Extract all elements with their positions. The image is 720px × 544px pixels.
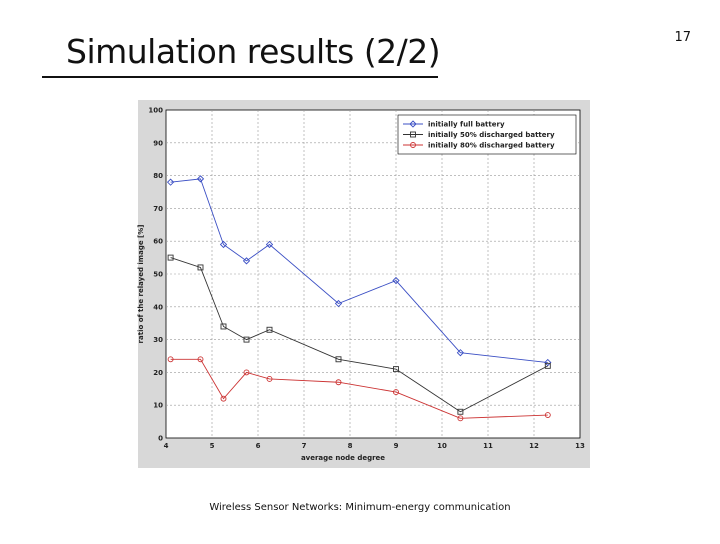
slide-title: Simulation results (2/2): [66, 32, 441, 71]
x-tick-label: 12: [529, 442, 539, 450]
y-tick-label: 40: [153, 303, 163, 311]
data-point-series-3: [243, 369, 250, 376]
plot-area: [165, 109, 581, 439]
legend-label-2: initially 50% discharged battery: [428, 131, 555, 139]
y-tick-label: 80: [153, 172, 163, 180]
data-point-series-3: [197, 356, 204, 363]
data-point-series-1: [166, 178, 175, 186]
data-point-series-2: [335, 356, 342, 363]
y-tick-label: 10: [153, 402, 163, 410]
y-tick-label: 100: [148, 107, 163, 115]
x-tick-label: 10: [437, 442, 447, 450]
x-tick-label: 4: [164, 442, 169, 450]
data-point-series-3: [167, 356, 174, 363]
x-tick-label: 13: [575, 442, 585, 450]
x-tick-label: 7: [302, 442, 307, 450]
data-point-series-1: [392, 276, 400, 285]
series-line-3: [170, 358, 548, 419]
data-point-series-2: [393, 366, 399, 373]
data-point-series-1: [456, 349, 465, 357]
data-point-series-2: [457, 408, 464, 415]
data-point-series-3: [335, 379, 342, 386]
data-point-series-1: [196, 175, 205, 183]
y-tick-label: 0: [158, 435, 163, 443]
x-tick-label: 11: [483, 442, 493, 450]
title-underline: [42, 76, 438, 78]
data-point-series-3: [220, 395, 227, 402]
y-axis-label: ratio of the relayed image [%]: [137, 225, 145, 344]
x-tick-label: 8: [348, 442, 353, 450]
data-point-series-2: [197, 264, 204, 271]
slide-footer: Wireless Sensor Networks: Minimum-energy…: [209, 502, 511, 513]
x-tick-label: 9: [394, 442, 399, 450]
data-point-series-2: [266, 326, 273, 333]
page-number: 17: [674, 30, 691, 45]
data-point-series-1: [265, 240, 274, 249]
y-tick-label: 30: [153, 336, 163, 344]
data-point-series-2: [220, 323, 227, 330]
series-line-1: [170, 178, 548, 364]
data-point-series-3: [544, 412, 551, 418]
legend-marker-2: [410, 131, 416, 138]
series-line-2: [170, 257, 549, 413]
data-point-series-3: [393, 389, 399, 396]
y-tick-label: 50: [153, 271, 163, 279]
y-tick-label: 70: [153, 205, 163, 213]
data-point-series-3: [266, 376, 273, 382]
legend-box: [397, 114, 577, 155]
legend-label-1: initially full battery: [428, 121, 505, 129]
y-tick-label: 90: [153, 139, 163, 147]
data-point-series-2: [243, 336, 250, 343]
data-point-series-2: [544, 362, 551, 369]
data-point-series-1: [544, 358, 552, 367]
legend-label-3: initially 80% discharged battery: [428, 142, 555, 150]
data-point-series-3: [457, 415, 464, 422]
x-tick-label: 5: [210, 442, 215, 450]
y-tick-label: 20: [153, 369, 163, 377]
legend-marker-1: [409, 120, 417, 128]
data-point-series-2: [167, 254, 174, 261]
data-point-series-1: [219, 240, 228, 249]
data-point-series-1: [334, 299, 343, 308]
y-tick-label: 60: [153, 238, 163, 246]
legend-marker-3: [410, 142, 416, 148]
data-point-series-1: [242, 257, 251, 265]
x-tick-label: 6: [256, 442, 261, 450]
x-axis-label: average node degree: [301, 454, 385, 462]
